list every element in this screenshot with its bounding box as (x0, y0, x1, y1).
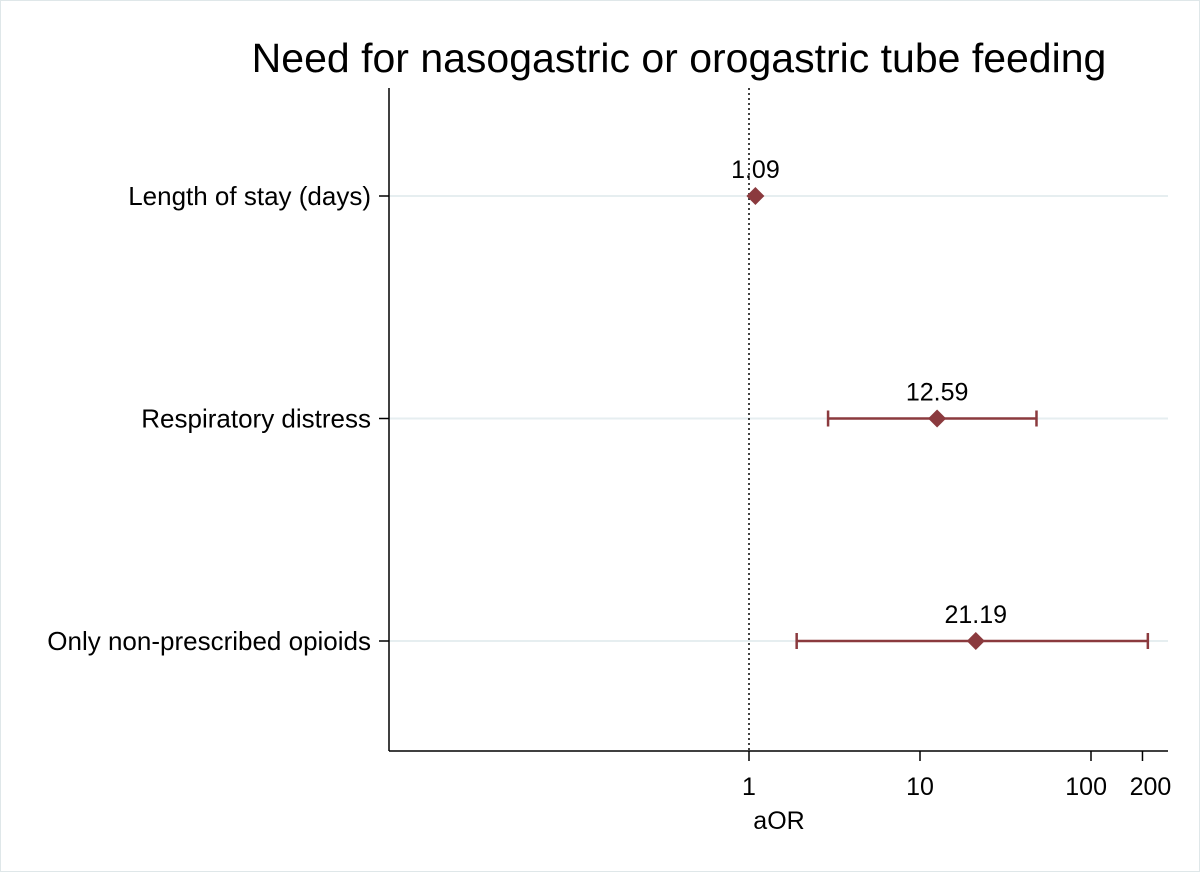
estimate-marker-2 (966, 632, 985, 650)
category-label-0: Length of stay (days) (128, 181, 371, 211)
x-tick-label-1: 10 (906, 773, 934, 801)
estimate-marker-1 (928, 409, 947, 428)
x-tick-label-0: 1 (742, 773, 756, 801)
value-label-2: 21.19 (944, 601, 1007, 629)
category-label-2: Only non-prescribed opioids (47, 626, 371, 656)
chart-title: Need for nasogastric or orogastric tube … (252, 35, 1107, 81)
estimate-marker-0 (746, 187, 765, 205)
x-axis-title: aOR (753, 807, 804, 835)
value-label-0: 1.09 (731, 156, 780, 184)
data-marks: 1.09 12.59 21.19 (731, 156, 1150, 650)
grid-lines (389, 195, 1168, 642)
axes: Length of stay (days) Respiratory distres… (47, 88, 1171, 801)
x-tick-label-2: 100 (1065, 773, 1107, 801)
value-label-1: 12.59 (906, 379, 969, 407)
category-label-1: Respiratory distress (141, 404, 371, 434)
x-tick-label-3: 200 (1130, 773, 1172, 801)
